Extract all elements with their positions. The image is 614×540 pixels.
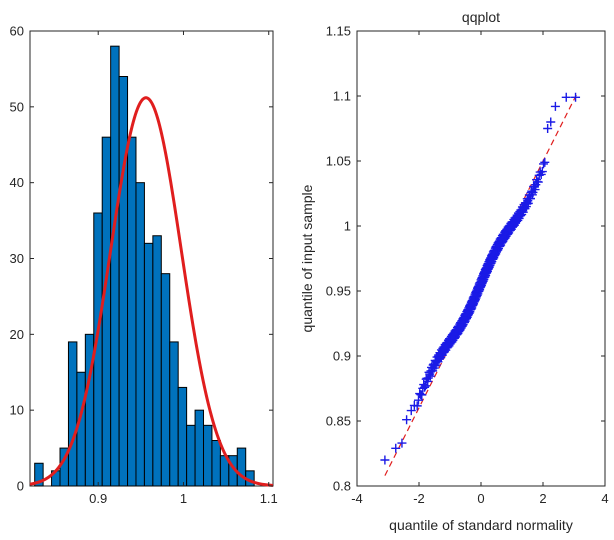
histogram-bar bbox=[118, 76, 129, 487]
qqplot-title: qqplot bbox=[462, 9, 500, 25]
qqplot-y-tick-label: 0.8 bbox=[333, 479, 351, 494]
histogram-ticks: 0.9 1 1.1 0 10 20 30 40 50 60 bbox=[10, 24, 278, 507]
qqplot-points bbox=[380, 92, 581, 465]
qqplot-y-tick-label: 1.1 bbox=[333, 89, 351, 104]
histogram-bar bbox=[110, 45, 120, 487]
histogram-bar bbox=[186, 424, 196, 487]
qqplot-y-tick-label: 0.95 bbox=[326, 284, 351, 299]
qqplot-panel: -4 -2 0 2 4 0.8 0.85 0.9 0.95 1 1.05 1.1 1.15 qqplot… bbox=[299, 9, 609, 533]
histogram-panel: 0.9 1 1.1 0 10 20 30 40 50 60 bbox=[10, 24, 278, 507]
histogram-bar bbox=[177, 386, 188, 487]
histogram-bars bbox=[34, 45, 255, 487]
qqplot-marker bbox=[539, 159, 549, 169]
qqplot-marker bbox=[550, 101, 560, 111]
qqplot-marker bbox=[571, 92, 581, 102]
histogram-y-tick-label: 10 bbox=[10, 403, 24, 418]
qqplot-y-tick-label: 0.9 bbox=[333, 349, 351, 364]
qqplot-y-tick-label: 0.85 bbox=[326, 414, 351, 429]
qqplot-ylabel: quantile of input sample bbox=[299, 184, 315, 332]
normal-fit-curve bbox=[29, 96, 274, 487]
histogram-y-tick-label: 60 bbox=[10, 24, 24, 39]
qqplot-marker bbox=[533, 177, 543, 187]
qqplot-marker bbox=[561, 92, 571, 102]
qqplot-x-tick-label: 4 bbox=[601, 491, 608, 506]
qqplot-x-tick-label: 2 bbox=[539, 491, 546, 506]
qqplot-marker bbox=[420, 381, 430, 391]
qqplot-marker bbox=[546, 117, 556, 127]
qqplot-y-tick-label: 1.05 bbox=[326, 154, 351, 169]
qqplot-marker bbox=[391, 443, 401, 453]
qqplot-marker bbox=[409, 400, 419, 410]
qqplot-marker bbox=[420, 382, 430, 392]
qqplot-marker bbox=[413, 395, 423, 405]
qqplot-ticks: -4 -2 0 2 4 0.8 0.85 0.9 0.95 1 1.05 1.1 1.15 bbox=[326, 24, 609, 507]
histogram-bar bbox=[160, 273, 171, 487]
histogram-y-tick-label: 40 bbox=[10, 175, 24, 190]
histogram-y-tick-label: 0 bbox=[17, 479, 24, 494]
histogram-bar bbox=[67, 341, 78, 487]
histogram-x-tick-label: 0.9 bbox=[89, 491, 107, 506]
qqplot-x-tick-label: 0 bbox=[477, 491, 484, 506]
histogram-bar bbox=[101, 136, 112, 487]
histogram-bar bbox=[236, 447, 247, 487]
histogram-y-tick-label: 30 bbox=[10, 251, 24, 266]
histogram-y-tick-label: 50 bbox=[10, 99, 24, 114]
qqplot-marker bbox=[402, 415, 412, 425]
histogram-bar bbox=[169, 341, 179, 487]
qqplot-marker bbox=[380, 455, 390, 465]
qqplot-xlabel: quantile of standard normality bbox=[389, 517, 573, 533]
histogram-bar bbox=[211, 440, 221, 487]
histogram-bar bbox=[203, 424, 213, 487]
qqplot-marker bbox=[406, 406, 416, 416]
qqplot-marker bbox=[537, 167, 547, 177]
histogram-bar bbox=[135, 182, 145, 487]
histogram-bar bbox=[127, 136, 137, 487]
histogram-x-tick-label: 1.1 bbox=[260, 491, 278, 506]
qqplot-x-tick-label: -4 bbox=[351, 491, 363, 506]
histogram-bar bbox=[34, 462, 44, 487]
qqplot-marker bbox=[415, 389, 425, 399]
qqplot-y-tick-label: 1.15 bbox=[326, 24, 351, 39]
histogram-y-tick-label: 20 bbox=[10, 327, 24, 342]
histogram-bar bbox=[194, 409, 205, 487]
qqplot-marker bbox=[417, 390, 427, 400]
qqplot-x-tick-label: -2 bbox=[413, 491, 425, 506]
qqplot-y-tick-label: 1 bbox=[344, 219, 351, 234]
histogram-bar bbox=[143, 242, 154, 487]
qqplot-axes bbox=[356, 30, 606, 487]
qqplot-marker bbox=[543, 124, 553, 133]
histogram-x-tick-label: 1 bbox=[180, 491, 187, 506]
qqplot-marker bbox=[530, 185, 540, 195]
qqplot-marker bbox=[397, 438, 407, 448]
qqplot-marker bbox=[540, 157, 550, 167]
histogram-bar bbox=[152, 235, 162, 487]
